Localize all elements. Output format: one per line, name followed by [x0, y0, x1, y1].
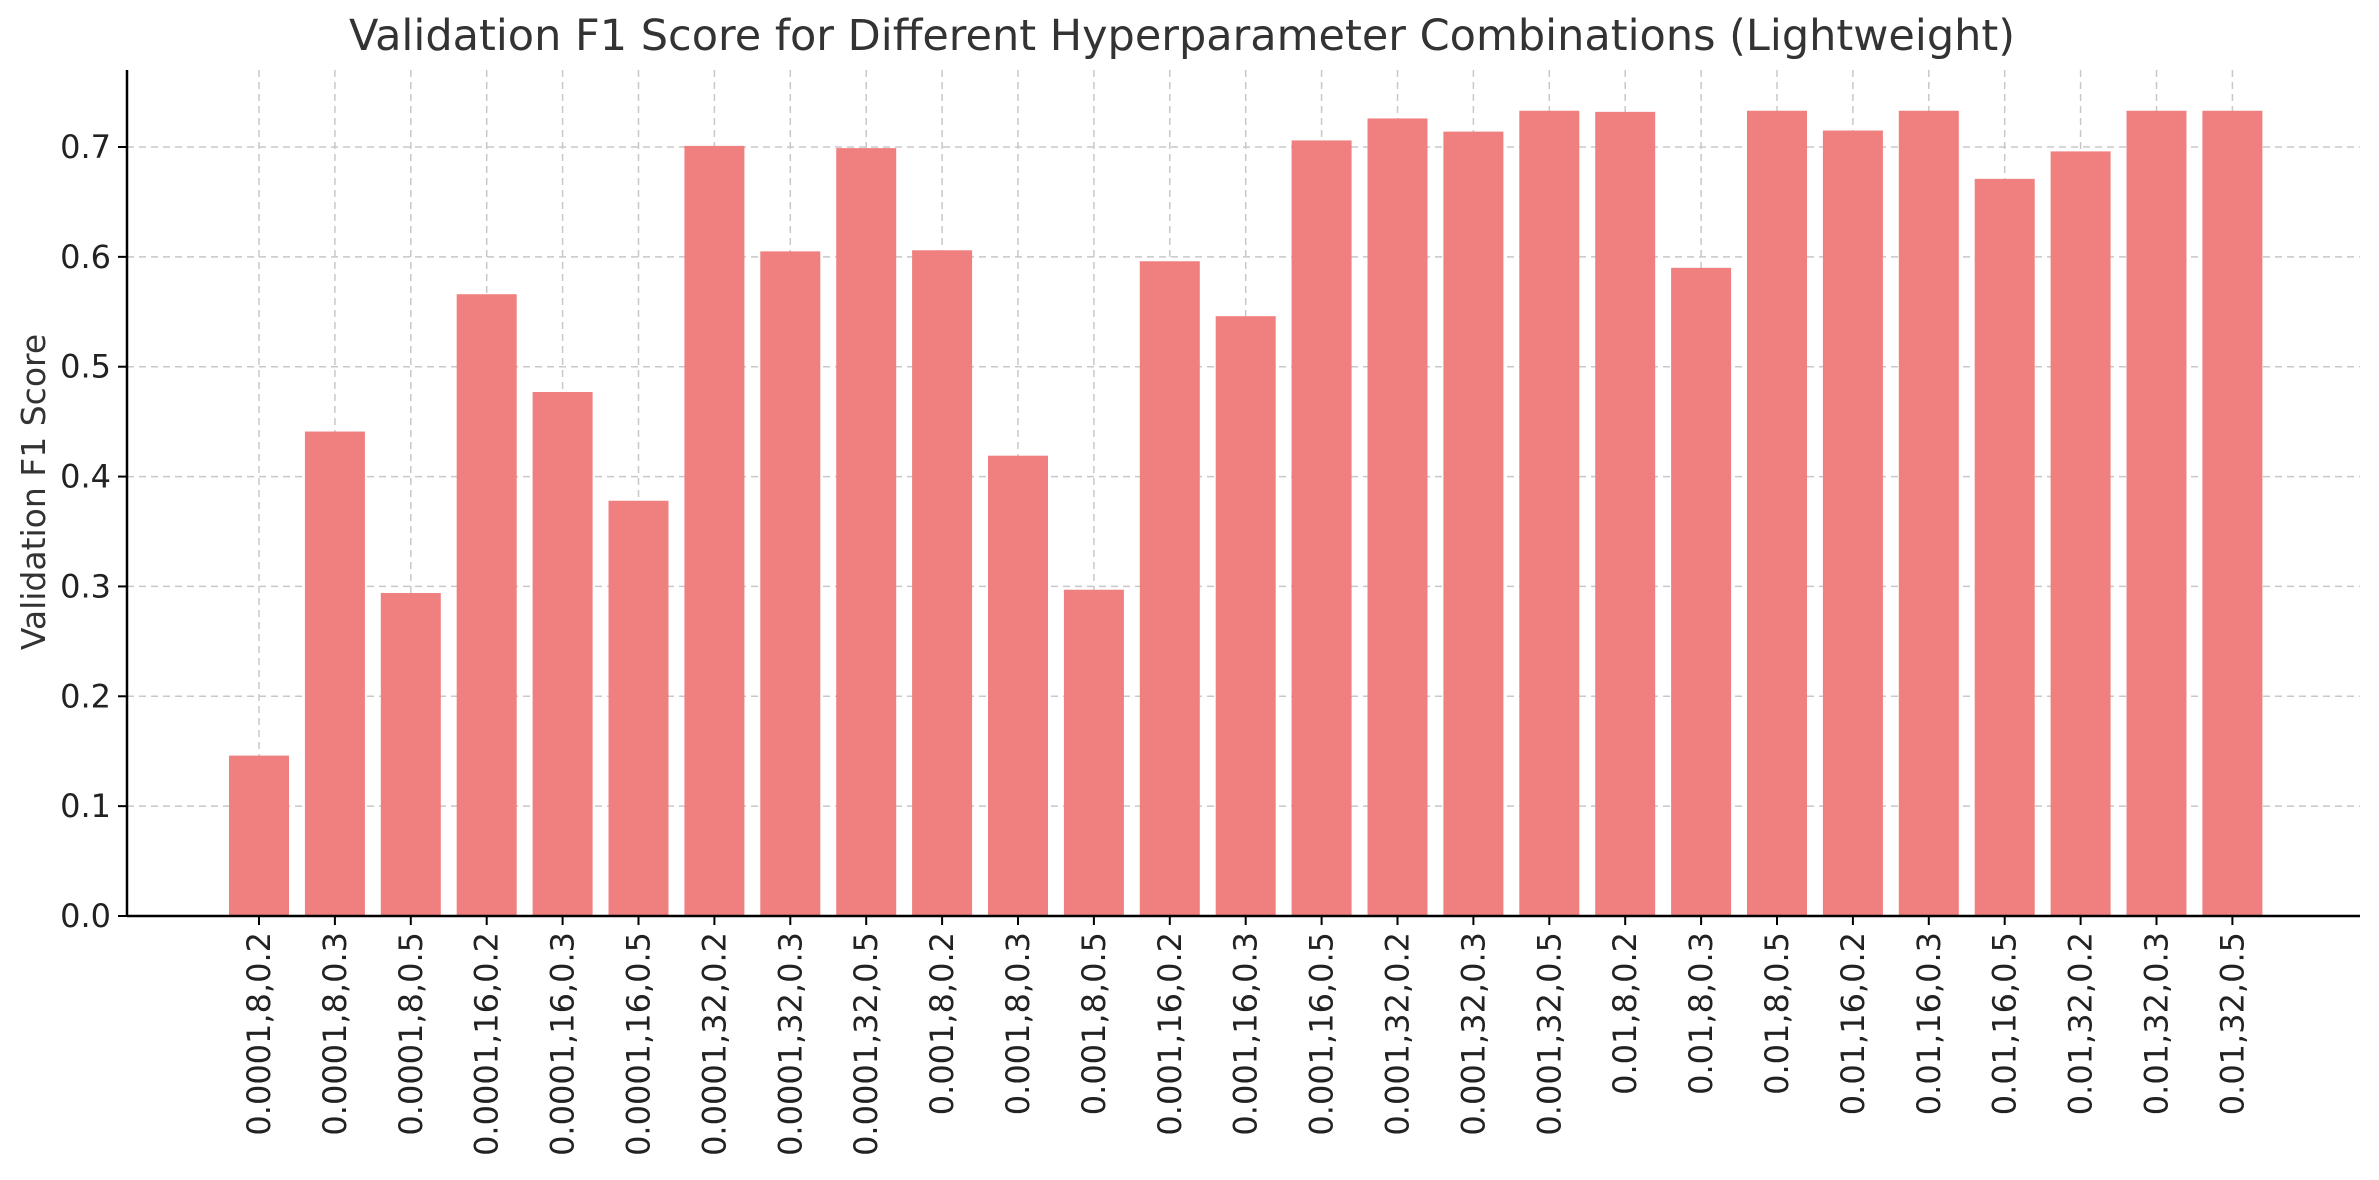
x-tick-labels: 0.0001,8,0.2 0.0001,8,0.3 0.0001,8,0.5 0.00…	[240, 932, 2251, 1156]
x-tick-label: 0.001,32,0.3	[1454, 932, 1492, 1136]
x-tick-label: 0.001,32,0.5	[1530, 932, 1568, 1136]
bar-layer	[229, 110, 2263, 917]
x-tick-label: 0.0001,32,0.2	[695, 932, 733, 1156]
bar	[912, 250, 973, 916]
x-tick-label: 0.001,8,0.5	[1075, 932, 1113, 1115]
x-tick-label: 0.0001,32,0.3	[771, 932, 809, 1156]
bar	[608, 500, 669, 916]
x-tick-label: 0.001,16,0.5	[1303, 932, 1341, 1136]
x-tick-label: 0.01,16,0.3	[1910, 932, 1948, 1115]
bar	[1898, 110, 1959, 917]
x-tick-label: 0.0001,8,0.5	[392, 932, 430, 1136]
bar	[836, 148, 897, 916]
y-tick-label: 0.4	[60, 458, 111, 496]
bar	[1519, 110, 1580, 917]
x-tick-label: 0.0001,32,0.5	[847, 932, 885, 1156]
x-tick-label: 0.01,8,0.5	[1758, 932, 1796, 1095]
x-tick-label: 0.01,16,0.2	[1834, 932, 1872, 1115]
x-tick-label: 0.01,32,0.3	[2138, 932, 2176, 1115]
y-tick-label: 0.0	[60, 897, 111, 935]
bar	[2050, 151, 2111, 916]
bar	[988, 455, 1048, 916]
x-tick-label: 0.0001,8,0.3	[316, 932, 354, 1136]
x-tick-label: 0.01,8,0.2	[1606, 932, 1644, 1095]
bar	[532, 391, 593, 916]
y-tick-label: 0.2	[60, 677, 111, 715]
bar	[1139, 261, 1200, 916]
x-tick-label: 0.0001,16,0.5	[620, 932, 658, 1156]
y-axis-label: Validation F1 Score	[14, 334, 53, 650]
bar	[456, 294, 517, 916]
bar	[1291, 140, 1352, 916]
x-tick-label: 0.001,8,0.3	[999, 932, 1037, 1115]
x-tick-label: 0.001,16,0.2	[1151, 932, 1189, 1136]
x-tick-label: 0.001,8,0.2	[923, 932, 961, 1115]
bar	[304, 431, 365, 916]
bar	[684, 145, 745, 916]
bar	[1822, 130, 1883, 916]
y-tick-label: 0.6	[60, 238, 111, 276]
bar	[1671, 267, 1732, 916]
chart-title: Validation F1 Score for Different Hyperp…	[349, 11, 2015, 61]
y-tick-label: 0.5	[60, 348, 111, 386]
bar	[2202, 110, 2263, 917]
x-tick-label: 0.01,32,0.2	[2062, 932, 2100, 1115]
y-tick-label: 0.3	[60, 567, 111, 605]
x-tick-label: 0.0001,16,0.2	[468, 932, 506, 1156]
bar	[1595, 111, 1656, 917]
x-tick-label: 0.0001,8,0.2	[240, 932, 278, 1136]
x-tick-label: 0.01,16,0.5	[1986, 932, 2024, 1115]
x-tick-label: 0.001,32,0.2	[1379, 932, 1417, 1136]
bar	[1215, 316, 1276, 916]
bar	[1747, 110, 1807, 917]
bar	[380, 593, 441, 916]
x-tick-label: 0.01,8,0.3	[1682, 932, 1720, 1095]
x-tick-label: 0.001,16,0.3	[1227, 932, 1265, 1136]
x-tick-label: 0.01,32,0.5	[2213, 932, 2251, 1115]
bar	[229, 755, 289, 916]
bar	[760, 251, 821, 917]
bar	[1974, 178, 2035, 916]
bar	[1443, 131, 1504, 916]
y-tick-labels: 0.0 0.1 0.2 0.3 0.4 0.5 0.6 0.7	[60, 128, 111, 935]
bar	[1367, 118, 1428, 917]
x-tick-label: 0.0001,16,0.3	[544, 932, 582, 1156]
axis-layer	[118, 70, 2360, 925]
bar	[1063, 589, 1124, 916]
y-tick-label: 0.7	[60, 128, 111, 166]
bar	[2126, 110, 2187, 917]
y-tick-label: 0.1	[60, 787, 111, 825]
